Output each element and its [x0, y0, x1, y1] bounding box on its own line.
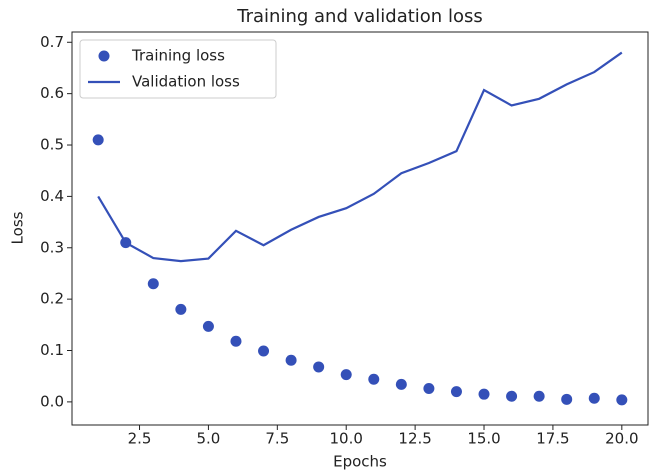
y-axis-label: Loss: [9, 211, 27, 244]
data-point: [258, 345, 270, 357]
data-point: [533, 390, 545, 402]
y-tick-label: 0.3: [40, 238, 64, 256]
data-point: [313, 361, 325, 373]
data-point: [561, 393, 573, 405]
data-point: [340, 369, 352, 381]
data-point: [450, 386, 462, 398]
legend-box: [79, 39, 277, 99]
x-tick-label: 20.0: [605, 430, 638, 448]
x-tick-label: 15.0: [467, 430, 500, 448]
legend-label: Validation loss: [132, 73, 240, 91]
chart-title: Training and validation loss: [236, 6, 482, 27]
y-tick-label: 0.5: [40, 136, 64, 154]
data-point: [368, 373, 380, 385]
data-point: [202, 320, 214, 332]
x-tick-label: 5.0: [196, 430, 220, 448]
data-point: [175, 303, 187, 315]
data-point: [478, 388, 490, 400]
data-point: [506, 390, 518, 402]
x-axis-label: Epochs: [333, 453, 387, 471]
data-point: [616, 394, 628, 406]
y-tick-label: 0.1: [40, 341, 64, 359]
x-tick-label: 2.5: [128, 430, 152, 448]
data-point: [423, 383, 435, 395]
y-tick-label: 0.6: [40, 84, 64, 102]
y-tick-label: 0.7: [40, 33, 64, 51]
data-point: [588, 392, 600, 404]
plot-frame: [71, 31, 649, 426]
data-point: [395, 378, 407, 390]
y-tick-label: 0.2: [40, 290, 64, 308]
data-point: [92, 134, 104, 146]
legend-marker: [98, 50, 110, 62]
legend-label: Training loss: [131, 47, 225, 65]
series-line: [97, 51, 623, 263]
x-tick-label: 17.5: [536, 430, 569, 448]
data-point: [285, 354, 297, 366]
x-tick-label: 12.5: [398, 430, 431, 448]
y-tick-label: 0.4: [40, 187, 64, 205]
data-point: [147, 278, 159, 290]
x-tick-label: 7.5: [265, 430, 289, 448]
data-point: [230, 335, 242, 347]
y-tick-label: 0.0: [40, 392, 64, 410]
x-tick-label: 10.0: [330, 430, 363, 448]
